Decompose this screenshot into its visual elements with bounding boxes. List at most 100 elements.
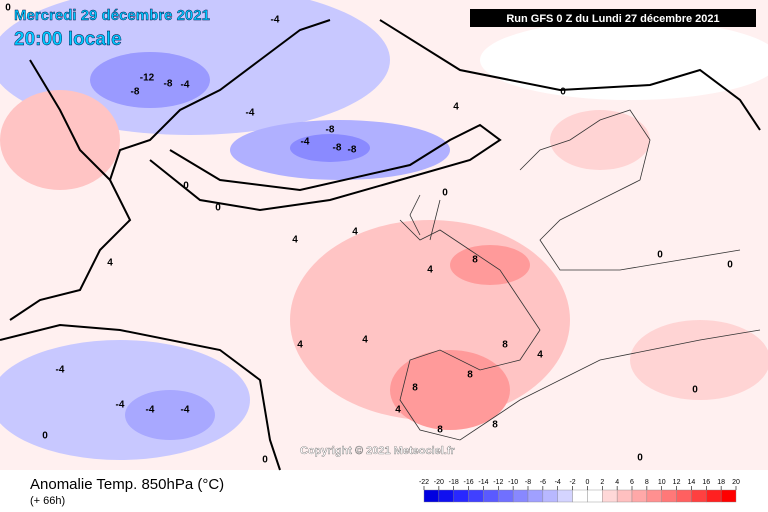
contour-label: -8 xyxy=(164,79,173,90)
legend-tick-label: 0 xyxy=(585,479,589,486)
legend-swatch xyxy=(616,489,633,503)
product-title: Anomalie Temp. 850hPa (°C) xyxy=(30,476,224,493)
contour-label: 4 xyxy=(292,235,298,246)
contour-label: -12 xyxy=(140,73,155,84)
legend-tick-label: -20 xyxy=(434,479,444,486)
contour-label: -8 xyxy=(326,125,335,136)
legend-swatch xyxy=(542,489,558,503)
coastline xyxy=(409,194,441,241)
contour-label: 4 xyxy=(395,405,401,416)
contour-label: 0 xyxy=(637,453,643,464)
legend-tick-label: 10 xyxy=(658,479,666,486)
legend-swatch xyxy=(631,489,648,503)
contour-label: -8 xyxy=(333,143,342,154)
contour-label: 0 xyxy=(727,260,733,271)
run-label: Run GFS 0 Z du Lundi 27 décembre 2021 xyxy=(506,13,719,25)
contour-label: -4 xyxy=(56,365,65,376)
legend-tick-label: 2 xyxy=(600,479,604,486)
contour-label: 4 xyxy=(297,340,303,351)
cold-core xyxy=(125,390,215,440)
legend-tick-label: 14 xyxy=(688,479,696,486)
legend-swatch xyxy=(691,489,707,503)
contour-label: 4 xyxy=(362,335,368,346)
contour-label: 4 xyxy=(537,350,543,361)
contour-label: -8 xyxy=(348,145,357,156)
cold-core xyxy=(290,134,370,162)
legend-swatch xyxy=(706,489,722,503)
legend-swatch xyxy=(453,489,469,503)
legend-tick-label: 12 xyxy=(673,479,681,486)
contour-label: 0 xyxy=(42,431,48,442)
coastline xyxy=(399,219,761,441)
legend-tick-label: -10 xyxy=(508,479,518,486)
contour-label: 4 xyxy=(352,227,358,238)
legend-tick-label: 6 xyxy=(630,479,634,486)
run-box xyxy=(470,9,756,27)
legend-tick-label: -22 xyxy=(419,479,429,486)
legend-swatch xyxy=(587,489,603,503)
color-legend: -22 -20 -18 -16 -14 -12 -10 -8 -6 -4 -2 0 2 4 6 8 10 12 14… xyxy=(419,479,740,503)
contour-label: 4 xyxy=(427,265,433,276)
legend-swatch xyxy=(602,489,618,503)
warm-core xyxy=(450,245,530,285)
contour-label: 0 xyxy=(657,250,663,261)
legend-swatch xyxy=(438,489,454,503)
warm-anomaly xyxy=(0,90,120,190)
lead-time: (+ 66h) xyxy=(30,495,65,507)
legend-swatch xyxy=(498,489,514,503)
legend-swatch xyxy=(527,489,544,503)
legend-swatch xyxy=(468,489,484,503)
contour-label: -4 xyxy=(146,405,155,416)
contour-label: -4 xyxy=(116,400,125,411)
contour-label: 0 xyxy=(262,455,268,466)
legend-swatch xyxy=(646,489,662,503)
contour-label: -8 xyxy=(131,87,140,98)
contour-label: -4 xyxy=(181,405,190,416)
coastline xyxy=(519,109,741,271)
copyright: Copyright © 2021 Meteociel.fr xyxy=(300,445,456,457)
contour-line xyxy=(379,19,761,131)
contour-label: 0 xyxy=(215,203,221,214)
contour-label: 8 xyxy=(467,370,473,381)
legend-swatch xyxy=(483,489,499,503)
contour-label: -4 xyxy=(181,80,190,91)
warm-core xyxy=(390,350,510,430)
contour-label: 0 xyxy=(442,188,448,199)
contour-label: 8 xyxy=(437,425,443,436)
legend-tick-label: 18 xyxy=(717,479,725,486)
legend-tick-label: -16 xyxy=(464,479,474,486)
legend-swatch xyxy=(720,489,737,503)
contour-label: 0 xyxy=(560,87,566,98)
contour-label: -4 xyxy=(271,15,280,26)
cold-core xyxy=(90,52,210,108)
map: -12-8-8 -4-4-8 -8-4-8-4-4-4000000044444488… xyxy=(0,0,768,471)
legend-swatch xyxy=(557,489,573,503)
legend-tick-label: 4 xyxy=(615,479,619,486)
contour-label: 8 xyxy=(412,383,418,394)
legend-swatch xyxy=(512,489,529,503)
legend-tick-label: 20 xyxy=(732,479,740,486)
time-label: 20:00 locale xyxy=(14,29,122,50)
legend-swatch xyxy=(676,489,692,503)
legend-tick-label: -4 xyxy=(555,479,561,486)
contour-label: 0 xyxy=(692,385,698,396)
legend-tick-label: -18 xyxy=(449,479,459,486)
legend-tick-label: 16 xyxy=(702,479,710,486)
contour-label: 8 xyxy=(492,420,498,431)
warm-anomaly xyxy=(550,110,650,170)
coastline xyxy=(29,19,331,182)
contour-label: -4 xyxy=(246,108,255,119)
contour-label: 4 xyxy=(453,102,459,113)
contour-labels: -12-8-8 -4-4-8 -8-4-8-4-4-4000000044444488… xyxy=(5,3,733,466)
contour-line xyxy=(149,123,502,212)
contour-label: 0 xyxy=(5,3,11,14)
contour-label: 4 xyxy=(107,258,113,269)
legend-swatch xyxy=(423,489,440,503)
cold-anomaly xyxy=(0,340,250,460)
contour-label: -4 xyxy=(301,137,310,148)
legend-tick-label: -14 xyxy=(478,479,488,486)
legend-tick-label: -6 xyxy=(540,479,546,486)
warm-anomaly xyxy=(630,320,768,400)
legend-tick-label: 8 xyxy=(645,479,649,486)
